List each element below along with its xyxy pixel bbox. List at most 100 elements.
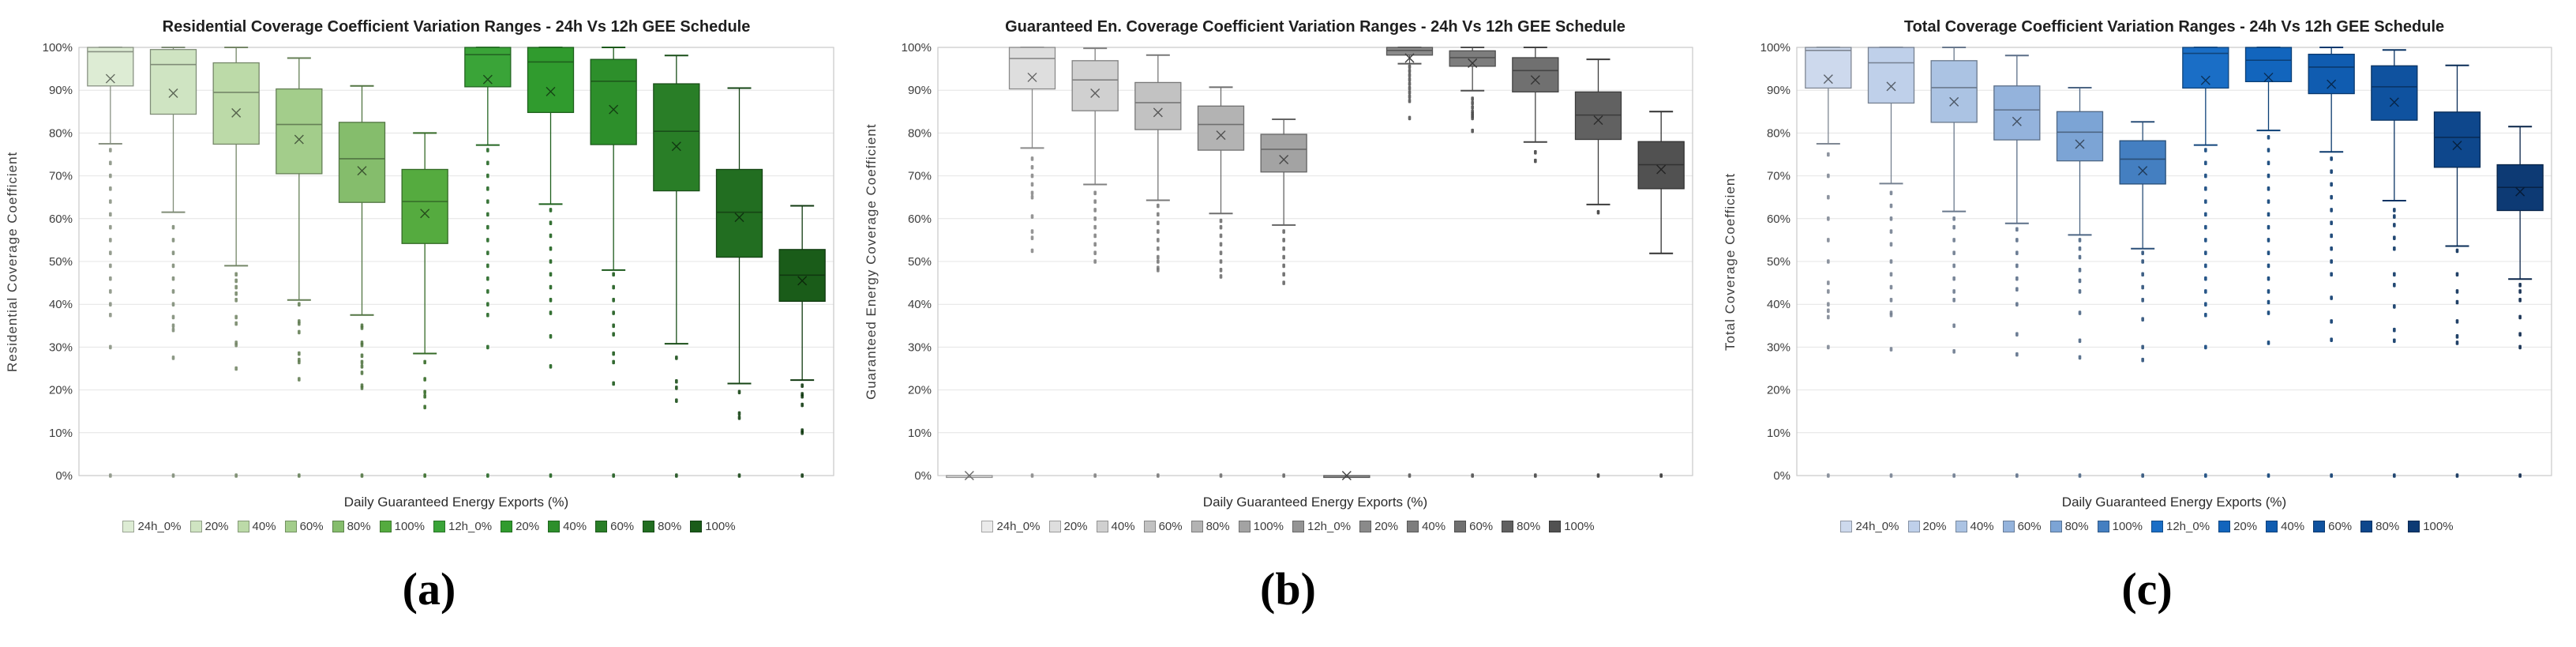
legend-item-60%: 60% <box>284 520 324 533</box>
box-group-100% <box>778 205 826 478</box>
outlier <box>2141 297 2144 303</box>
outlier <box>2141 317 2144 322</box>
outlier <box>612 351 615 356</box>
outlier <box>234 297 238 303</box>
outlier <box>486 302 489 307</box>
chart-legend: 24h_0% 20% 40% 60% 80% 100% 12h_0% 20% 40% 60% 80%… <box>1718 520 2576 533</box>
outlier <box>1471 473 1474 478</box>
outlier <box>234 321 238 326</box>
legend-label: 60% <box>1158 520 1183 533</box>
box-group-100% <box>2496 126 2544 478</box>
box-group-20% <box>1867 47 1915 478</box>
legend-label: 20% <box>1922 520 1947 533</box>
legend-swatch <box>690 521 703 532</box>
outlier <box>1471 105 1474 110</box>
svg-text:60%: 60% <box>908 213 932 226</box>
legend-item-40%: 40% <box>1955 520 1994 533</box>
outlier <box>360 342 364 348</box>
outlier <box>1471 100 1474 106</box>
y-tick-labels: 0% 10% 20% 30% 40% 50% 60% 70% 80% 90% 100% <box>1760 41 1790 483</box>
outlier <box>423 404 426 410</box>
box-group-20% <box>2244 47 2293 478</box>
legend-item-24h_0%: 24h_0% <box>122 520 182 533</box>
box-group-24h_0% <box>946 471 993 480</box>
outlier <box>1030 248 1034 254</box>
x-axis-title: Daily Guaranteed Energy Exports (%) <box>343 495 569 510</box>
outlier <box>1827 289 1830 294</box>
boxplot-plot-area: 0% 10% 20% 30% 40% 50% 60% 70% 80% 90% 100% <box>902 41 1693 483</box>
outlier <box>1408 90 1412 95</box>
outlier <box>1889 216 1893 221</box>
outlier <box>171 250 175 255</box>
outlier <box>2267 340 2270 345</box>
outlier <box>612 272 615 277</box>
outlier <box>549 297 553 303</box>
legend-label: 100% <box>394 520 425 533</box>
outlier <box>1093 233 1097 239</box>
outlier <box>675 378 678 384</box>
outlier <box>2330 182 2333 187</box>
legend-swatch <box>189 521 202 532</box>
outlier <box>360 371 364 375</box>
outlier <box>549 363 553 369</box>
outlier <box>2330 169 2333 174</box>
outlier <box>171 302 175 307</box>
legend-label: 12h_0% <box>2166 520 2210 533</box>
outlier <box>2204 263 2207 269</box>
legend-label: 100% <box>1253 520 1284 533</box>
mean-marker <box>609 104 619 115</box>
outlier <box>2455 319 2459 324</box>
svg-text:0%: 0% <box>914 469 932 483</box>
outlier <box>234 272 238 277</box>
legend-label: 20% <box>516 520 540 533</box>
outlier <box>1030 194 1034 200</box>
outlier <box>612 297 615 303</box>
legend-item-60%: 60% <box>2002 520 2042 533</box>
outlier <box>2204 173 2207 179</box>
outlier <box>2204 160 2207 166</box>
outlier <box>1952 224 1955 230</box>
outlier <box>1889 259 1893 264</box>
x-axis-title: Daily Guaranteed Energy Exports (%) <box>2061 495 2287 510</box>
outlier <box>1534 158 1537 164</box>
outlier <box>1219 250 1223 255</box>
svg-text:70%: 70% <box>908 170 932 183</box>
outlier <box>109 160 112 166</box>
outlier <box>1596 473 1600 478</box>
outlier <box>234 473 238 478</box>
mean-marker <box>1090 88 1101 98</box>
outlier <box>1093 242 1097 247</box>
outlier <box>2204 344 2207 350</box>
legend-swatch <box>1502 521 1514 532</box>
mean-marker <box>2012 116 2022 126</box>
outlier <box>2393 235 2396 240</box>
outlier <box>2330 220 2333 226</box>
legend-label: 40% <box>2281 520 2305 533</box>
outlier <box>2455 289 2459 294</box>
outlier <box>486 250 489 255</box>
boxplot-plot-area: 0% 10% 20% 30% 40% 50% 60% 70% 80% 90% 100% <box>1760 41 2552 483</box>
legend-item-100%: 100% <box>1549 520 1595 533</box>
outlier <box>1952 323 1955 329</box>
legend-label: 80% <box>658 520 682 533</box>
outlier <box>1827 473 1830 478</box>
outlier <box>2078 238 2082 243</box>
outlier <box>298 321 301 326</box>
outlier <box>1093 224 1097 230</box>
outlier <box>1889 297 1893 303</box>
outlier <box>2141 250 2144 255</box>
outlier <box>1952 263 1955 269</box>
box-group-100% <box>2119 121 2166 478</box>
legend-label: 20% <box>1374 520 1399 533</box>
svg-text:40%: 40% <box>908 298 932 311</box>
outlier <box>1030 473 1034 478</box>
outlier <box>675 355 678 360</box>
box-group-60% <box>1512 47 1559 478</box>
legend-item-80%: 80% <box>2360 520 2399 533</box>
outlier <box>109 224 112 230</box>
svg-text:50%: 50% <box>908 255 932 269</box>
svg-text:80%: 80% <box>1767 126 1790 140</box>
outlier <box>2267 224 2270 230</box>
svg-text:30%: 30% <box>1767 340 1790 354</box>
outlier <box>298 377 301 382</box>
